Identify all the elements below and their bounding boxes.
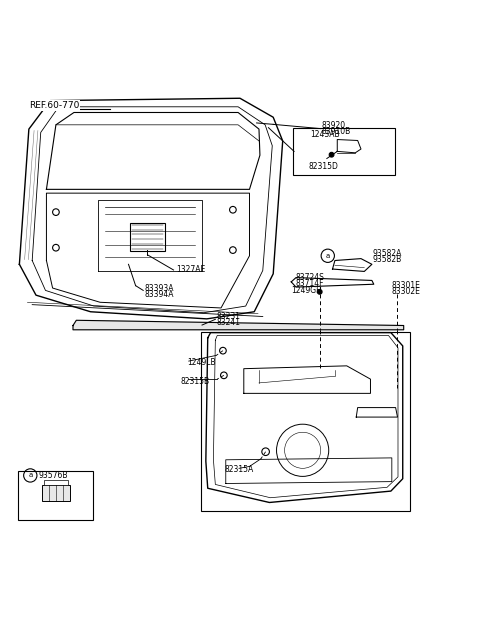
Text: 93582A: 93582A	[373, 249, 402, 258]
Text: 83231: 83231	[216, 312, 240, 321]
Polygon shape	[73, 320, 404, 330]
Text: 93582B: 93582B	[373, 254, 402, 263]
Circle shape	[317, 289, 322, 294]
Text: 1243AB: 1243AB	[310, 130, 340, 139]
Bar	[293, 128, 396, 175]
Text: REF.60-770: REF.60-770	[29, 101, 79, 110]
Text: 82315D: 82315D	[308, 162, 338, 171]
Bar	[44, 480, 68, 486]
Text: 83910B: 83910B	[322, 127, 351, 136]
Text: 93576B: 93576B	[38, 471, 68, 480]
Circle shape	[329, 153, 334, 157]
Bar	[201, 332, 410, 511]
Bar	[130, 223, 165, 251]
Text: 83714F: 83714F	[296, 279, 324, 288]
Text: a: a	[325, 253, 330, 259]
Text: 1249GE: 1249GE	[291, 286, 321, 295]
Text: 83920: 83920	[322, 122, 346, 130]
Text: 1327AE: 1327AE	[176, 265, 205, 273]
Text: 83394A: 83394A	[144, 290, 174, 299]
Text: 83241: 83241	[216, 318, 240, 327]
Bar	[42, 486, 70, 501]
Text: 1249LB: 1249LB	[187, 358, 216, 368]
Text: 82315A: 82315A	[225, 465, 254, 473]
Text: 82315B: 82315B	[180, 377, 210, 385]
Text: 83301E: 83301E	[392, 281, 420, 290]
Text: 83302E: 83302E	[392, 287, 420, 296]
Text: a: a	[28, 472, 33, 479]
Text: 83724S: 83724S	[296, 273, 325, 282]
Text: 83393A: 83393A	[144, 284, 174, 294]
Bar	[18, 471, 94, 520]
